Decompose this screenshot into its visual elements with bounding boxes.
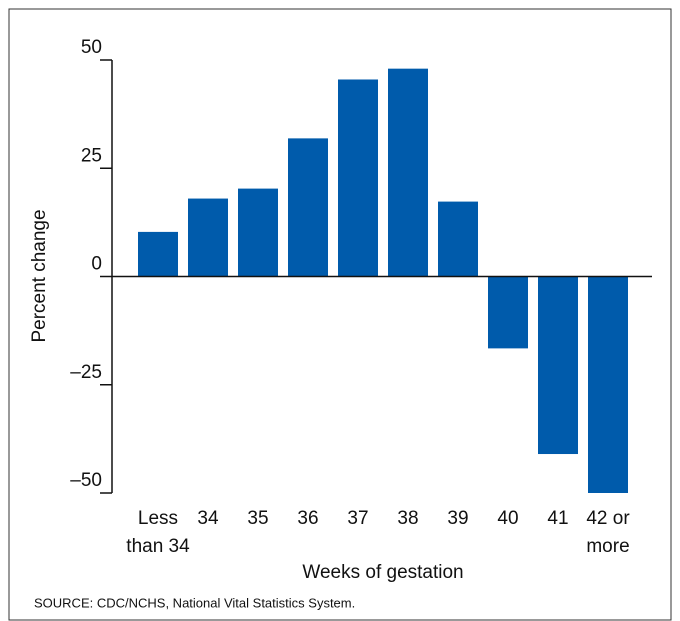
source-note: SOURCE: CDC/NCHS, National Vital Statist…	[34, 595, 355, 610]
bar	[238, 188, 278, 277]
x-axis-title: Weeks of gestation	[302, 562, 463, 583]
x-tick-label: 36	[297, 508, 319, 529]
bar	[388, 68, 428, 277]
x-tick-label: 41	[547, 508, 569, 529]
y-tick-label: 25	[81, 145, 102, 166]
y-tick-label: –25	[70, 362, 102, 383]
x-tick-label: 38	[397, 508, 419, 529]
bar	[338, 79, 378, 277]
y-tick-label: 0	[91, 254, 102, 275]
x-tick-label: 35	[247, 508, 269, 529]
bar	[188, 198, 228, 277]
bar	[538, 276, 578, 455]
y-tick-label: –50	[70, 470, 102, 491]
bar	[488, 276, 528, 349]
x-tick-label: Less than 34	[126, 508, 190, 557]
x-tick-label: 42 or more	[586, 508, 630, 557]
bar	[588, 276, 628, 493]
x-tick-label: 34	[197, 508, 219, 529]
x-tick-label: 37	[347, 508, 369, 529]
frame	[8, 8, 672, 621]
x-tick-label: 39	[447, 508, 469, 529]
y-axis-title: Percent change	[29, 209, 50, 342]
y-tick-label: 50	[81, 37, 102, 58]
x-tick-label: 40	[497, 508, 519, 529]
bar	[288, 138, 328, 277]
bar	[438, 201, 478, 277]
bar	[138, 231, 178, 277]
